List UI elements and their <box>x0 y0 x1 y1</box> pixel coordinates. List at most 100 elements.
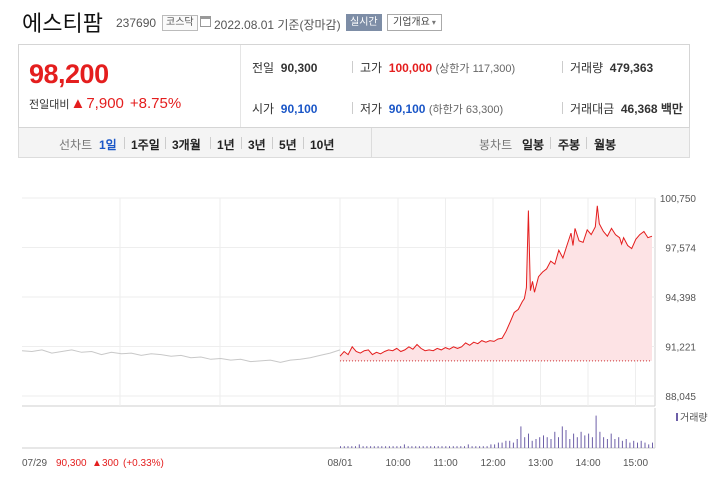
company-info-label: 기업개요 <box>393 17 430 28</box>
chart-tabs: 선차트 1일 1주일 3개월 1년 3년 5년 10년 봉차트 일봉 주봉 월봉 <box>18 128 690 158</box>
y-axis: 100,750 97,574 94,398 91,221 88,045 <box>660 194 697 403</box>
volume-bar <box>388 446 390 448</box>
candle-chart-label: 봉차트 <box>479 138 513 152</box>
line-chart-label: 선차트 <box>59 138 93 152</box>
volume-bar <box>633 440 635 448</box>
volume-bar <box>381 446 383 448</box>
divider <box>562 61 563 73</box>
prev-day-change: 300 <box>102 458 119 469</box>
high-value: 100,000 <box>388 61 433 75</box>
low-value: 90,100 <box>388 102 426 116</box>
volume-value: 479,363 <box>609 61 654 75</box>
volume-bar <box>528 433 529 448</box>
volume-bar <box>569 439 571 448</box>
tab-daily-candle[interactable]: 일봉 <box>522 138 545 152</box>
volume-bar <box>558 437 559 448</box>
volume-bar <box>603 437 605 448</box>
volume-bar <box>430 446 432 448</box>
volume-bar <box>610 433 612 448</box>
volume-bar <box>362 446 364 448</box>
volume-bar <box>652 442 653 448</box>
price-summary: 98,200 전일대비▲7,900 +8.75% 전일 90,300 고가 100… <box>18 44 690 128</box>
volume-legend-label: 거래량 <box>680 412 708 424</box>
tab-weekly-candle[interactable]: 주봉 <box>558 138 581 152</box>
volume-bar <box>576 437 578 448</box>
volume-bar <box>355 446 356 448</box>
chevron-down-icon: ▾ <box>431 18 436 27</box>
open-label: 시가 <box>252 102 275 116</box>
volume-legend: 거래량 <box>676 412 708 424</box>
volume-bar <box>392 446 394 448</box>
stock-code: 237690 <box>116 16 157 30</box>
volume-bar <box>520 426 522 448</box>
tab-5years[interactable]: 5년 <box>279 138 297 152</box>
x-tick-label: 15:00 <box>623 458 648 469</box>
volume-bar <box>445 446 447 448</box>
tab-10years[interactable]: 10년 <box>310 138 335 152</box>
volume-bar <box>554 431 556 448</box>
volume-bar <box>426 446 428 448</box>
high-label: 고가 <box>360 61 383 75</box>
turnover-stat: 거래대금 46,368 백만 <box>570 100 683 117</box>
today-fill <box>340 205 652 361</box>
volume-bar <box>591 437 593 448</box>
tab-1day[interactable]: 1일 <box>99 138 117 152</box>
volume-bar <box>434 446 435 448</box>
change-percent: +8.75% <box>129 95 182 112</box>
tab-3years[interactable]: 3년 <box>248 138 266 152</box>
volume-bar <box>509 440 511 448</box>
divider <box>210 137 211 149</box>
volume-bar <box>366 446 368 448</box>
volume-bar <box>614 439 616 448</box>
divider <box>124 137 125 149</box>
divider <box>303 137 304 149</box>
prev-close-value: 90,300 <box>280 61 318 75</box>
volume-bar <box>501 442 503 448</box>
y-tick-label: 94,398 <box>665 293 696 304</box>
tab-3months[interactable]: 3개월 <box>172 138 201 152</box>
volume-bar <box>618 437 620 448</box>
divider <box>550 137 551 149</box>
tab-1week[interactable]: 1주일 <box>131 138 160 152</box>
volume-bar <box>550 439 552 448</box>
open-value: 90,100 <box>280 102 318 116</box>
volume-bar <box>415 446 417 448</box>
change-value: 7,900 <box>86 95 124 112</box>
volume-bar <box>565 430 567 448</box>
turnover-unit: 백만 <box>660 102 683 116</box>
x-axis: 08/01 10:00 11:00 12:00 13:00 14:00 15:00 <box>327 458 648 469</box>
price-chart[interactable]: 100,750 97,574 94,398 91,221 88,045 08/01 10:… <box>0 158 712 482</box>
tab-1year[interactable]: 1년 <box>217 138 235 152</box>
company-info-dropdown[interactable]: 기업개요 ▾ <box>387 14 442 31</box>
volume-bar <box>475 446 477 448</box>
today-area <box>339 205 653 362</box>
tab-monthly-candle[interactable]: 월봉 <box>594 138 617 152</box>
volume-bar <box>358 444 360 448</box>
volume-bar <box>340 446 341 448</box>
volume-legend-swatch <box>676 413 678 421</box>
volume-chart <box>22 408 656 449</box>
volume-bar <box>625 439 627 448</box>
realtime-button[interactable]: 실시간 <box>346 14 382 31</box>
divider <box>241 137 242 149</box>
volume-bar <box>486 446 488 448</box>
y-tick-label: 100,750 <box>660 194 697 205</box>
volume-bar <box>418 446 420 448</box>
volume-bar <box>494 444 496 448</box>
market-badge: 코스닥 <box>162 15 198 31</box>
volume-bar <box>599 431 601 448</box>
volume-bar <box>516 439 518 448</box>
volume-bar <box>396 446 398 448</box>
divider <box>165 137 166 149</box>
volume-bar <box>580 431 582 448</box>
high-stat: 고가 100,000 (상한가 117,300) <box>360 59 515 76</box>
y-tick-label: 91,221 <box>665 343 696 354</box>
change-label: 전일대비 <box>29 99 70 111</box>
volume-bar <box>343 446 345 448</box>
volume-bar <box>456 446 458 448</box>
volume-bar <box>621 440 623 448</box>
low-stat: 저가 90,100 (하한가 63,300) <box>360 100 503 117</box>
divider <box>562 102 563 114</box>
x-tick-label: 12:00 <box>480 458 505 469</box>
volume-bar <box>407 446 409 448</box>
